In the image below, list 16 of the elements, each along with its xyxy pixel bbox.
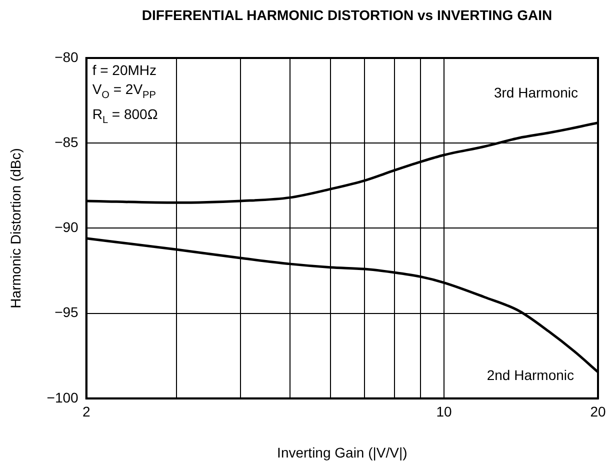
annotation: V$_{O}$ = 2V$_{PP}$ xyxy=(92,80,157,103)
annotation: f = 20MHz xyxy=(92,61,158,80)
y-tick-label: −95 xyxy=(54,304,79,320)
x-tick-label: 20 xyxy=(590,404,606,420)
series-label: 2nd Harmonic xyxy=(486,366,574,383)
x-tick-label: 10 xyxy=(436,404,452,420)
annotation: R$_{L}$ = 800Ω xyxy=(92,104,158,128)
x-axis-title: Inverting Gain (|V/V|) xyxy=(277,444,408,460)
y-tick-label: −100 xyxy=(46,389,79,406)
series-label: 3rd Harmonic xyxy=(494,84,578,101)
y-tick-label: −90 xyxy=(54,219,79,236)
chart-title: DIFFERENTIAL HARMONIC DISTORTION vs INVERTING GAIN xyxy=(140,7,554,23)
y-tick-label: −80 xyxy=(54,48,79,65)
y-tick-label: −85 xyxy=(54,134,79,150)
x-tick-label: 2 xyxy=(82,404,90,420)
y-axis-title: Harmonic Distortion (dBc) xyxy=(7,148,24,308)
